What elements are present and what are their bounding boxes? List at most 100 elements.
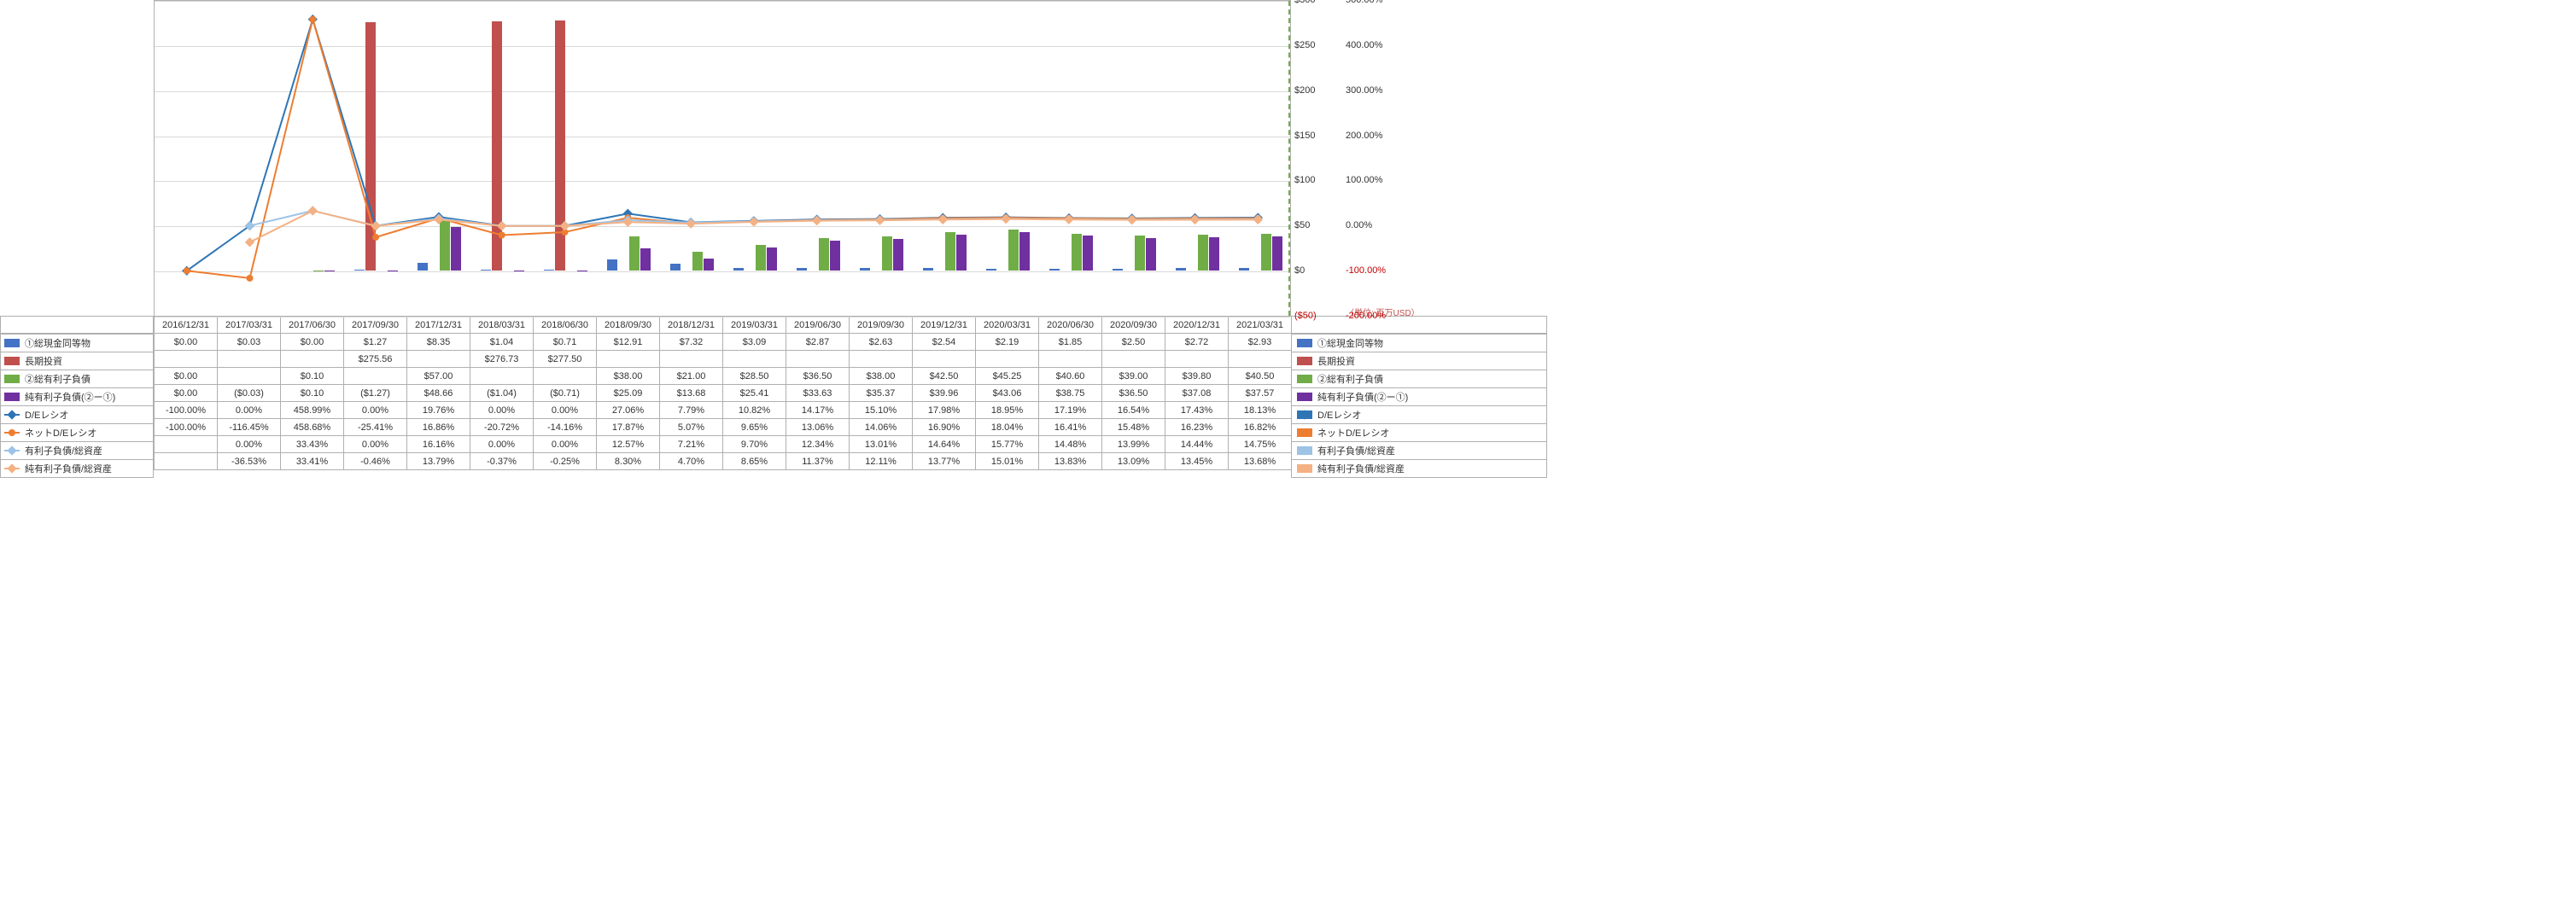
cell-netDebtAssets: -0.25% xyxy=(534,453,597,470)
row-label-text: ②総有利子負債 xyxy=(25,375,91,385)
cell-totalDebt xyxy=(218,368,281,385)
tick-percent: 300.00% xyxy=(1346,85,1382,96)
cell-ltInvest xyxy=(1229,351,1292,368)
cell-netDE: 13.06% xyxy=(786,419,850,436)
cell-cash: $2.93 xyxy=(1229,334,1292,351)
cell-cash: $1.85 xyxy=(1039,334,1102,351)
cell-debtAssets: 14.48% xyxy=(1039,436,1102,453)
cell-totalDebt: $39.00 xyxy=(1102,368,1165,385)
cell-ltInvest xyxy=(407,351,470,368)
cell-netDebt: $37.08 xyxy=(1165,385,1229,402)
cell-deRatio: 14.17% xyxy=(786,402,850,419)
cell-netDebtAssets: -0.37% xyxy=(470,453,534,470)
row-label-deRatio: D/Eレシオ xyxy=(1,406,154,424)
period-divider xyxy=(1288,1,1290,316)
cell-deRatio: 15.10% xyxy=(850,402,913,419)
legend-text: 純有利子負債(②ー①) xyxy=(1317,393,1408,403)
cell-deRatio: 16.54% xyxy=(1102,402,1165,419)
period-header: 2021/03/31 xyxy=(1229,317,1292,334)
period-header: 2020/09/30 xyxy=(1102,317,1165,334)
netDE-legend-swatch xyxy=(1297,428,1312,437)
cell-ltInvest xyxy=(660,351,723,368)
cell-totalDebt xyxy=(344,368,407,385)
cell-netDE: 458.68% xyxy=(281,419,344,436)
marker-netDebtAssets xyxy=(560,221,570,230)
cell-netDebtAssets: 13.83% xyxy=(1039,453,1102,470)
cell-cash: $1.27 xyxy=(344,334,407,351)
legend-netDebtAssets: 純有利子負債/総資産 xyxy=(1292,460,1547,478)
cell-cash: $3.09 xyxy=(723,334,786,351)
cell-debtAssets: 14.75% xyxy=(1229,436,1292,453)
cell-netDebt: ($0.71) xyxy=(534,385,597,402)
debtAssets-swatch xyxy=(4,450,20,451)
cell-netDE: 14.06% xyxy=(850,419,913,436)
data-table: 2016/12/312017/03/312017/06/302017/09/30… xyxy=(154,316,1292,470)
cell-netDE: 9.65% xyxy=(723,419,786,436)
cell-ltInvest xyxy=(281,351,344,368)
cell-cash: $0.03 xyxy=(218,334,281,351)
cell-netDebt: $38.75 xyxy=(1039,385,1102,402)
cell-debtAssets: 16.16% xyxy=(407,436,470,453)
cell-deRatio: 458.99% xyxy=(281,402,344,419)
cell-totalDebt: $40.50 xyxy=(1229,368,1292,385)
row-label-debtAssets: 有利子負債/総資産 xyxy=(1,442,154,460)
cell-debtAssets: 13.99% xyxy=(1102,436,1165,453)
period-header: 2017/06/30 xyxy=(281,317,344,334)
marker-netDebtAssets xyxy=(1064,215,1073,224)
cell-cash: $2.87 xyxy=(786,334,850,351)
period-header: 2019/06/30 xyxy=(786,317,850,334)
cell-deRatio: 0.00% xyxy=(534,402,597,419)
line-deRatio xyxy=(187,20,1259,271)
cell-netDebtAssets: 13.45% xyxy=(1165,453,1229,470)
legend-text: ②総有利子負債 xyxy=(1317,375,1383,385)
tick-percent: 100.00% xyxy=(1346,175,1382,185)
marker-netDebtAssets xyxy=(308,206,318,215)
ltInvest-legend-swatch xyxy=(1297,357,1312,365)
cell-netDE: -100.00% xyxy=(155,419,218,436)
cell-debtAssets: 9.70% xyxy=(723,436,786,453)
period-header: 2018/03/31 xyxy=(470,317,534,334)
row-labels: ①総現金同等物長期投資②総有利子負債純有利子負債(②ー①)D/EレシオネットD/… xyxy=(0,334,154,478)
cell-deRatio: -100.00% xyxy=(155,402,218,419)
left-column: ①総現金同等物長期投資②総有利子負債純有利子負債(②ー①)D/EレシオネットD/… xyxy=(0,0,154,478)
cash-legend-swatch xyxy=(1297,339,1312,347)
cell-deRatio: 19.76% xyxy=(407,402,470,419)
marker-netDE xyxy=(309,16,316,23)
cell-netDebtAssets: 11.37% xyxy=(786,453,850,470)
line-layer xyxy=(155,1,1290,316)
cell-deRatio: 18.95% xyxy=(976,402,1039,419)
legend-ltInvest: 長期投資 xyxy=(1292,352,1547,370)
cell-ltInvest xyxy=(1165,351,1229,368)
cell-totalDebt: $38.00 xyxy=(850,368,913,385)
row-label-cash: ①総現金同等物 xyxy=(1,335,154,352)
cell-netDebtAssets: 8.65% xyxy=(723,453,786,470)
cell-netDebt: ($1.27) xyxy=(344,385,407,402)
tick-percent: -200.00% xyxy=(1346,311,1386,321)
legend-text: 純有利子負債/総資産 xyxy=(1317,464,1405,474)
marker-netDebtAssets xyxy=(1190,215,1200,224)
period-header: 2018/12/31 xyxy=(660,317,723,334)
legend-netDebt: 純有利子負債(②ー①) xyxy=(1292,388,1547,406)
cell-ltInvest xyxy=(976,351,1039,368)
cell-deRatio: 0.00% xyxy=(470,402,534,419)
period-header: 2020/03/31 xyxy=(976,317,1039,334)
line-netDE xyxy=(187,20,1259,278)
row-label-netDE: ネットD/Eレシオ xyxy=(1,424,154,442)
cell-totalDebt xyxy=(470,368,534,385)
marker-netDebtAssets xyxy=(1001,214,1010,224)
netDebtAssets-swatch xyxy=(4,468,20,469)
period-header: 2019/09/30 xyxy=(850,317,913,334)
totalDebt-legend-swatch xyxy=(1297,375,1312,383)
cell-netDebtAssets: 15.01% xyxy=(976,453,1039,470)
legend-netDE: ネットD/Eレシオ xyxy=(1292,424,1547,442)
period-header: 2019/03/31 xyxy=(723,317,786,334)
period-header: 2017/09/30 xyxy=(344,317,407,334)
cell-netDE: 5.07% xyxy=(660,419,723,436)
cell-ltInvest xyxy=(597,351,660,368)
netDebt-swatch xyxy=(4,393,20,401)
cell-cash: $2.54 xyxy=(913,334,976,351)
tick-dollar: $50 xyxy=(1294,220,1310,230)
deRatio-swatch xyxy=(4,414,20,416)
cell-netDebtAssets: 12.11% xyxy=(850,453,913,470)
cell-cash: $0.00 xyxy=(155,334,218,351)
